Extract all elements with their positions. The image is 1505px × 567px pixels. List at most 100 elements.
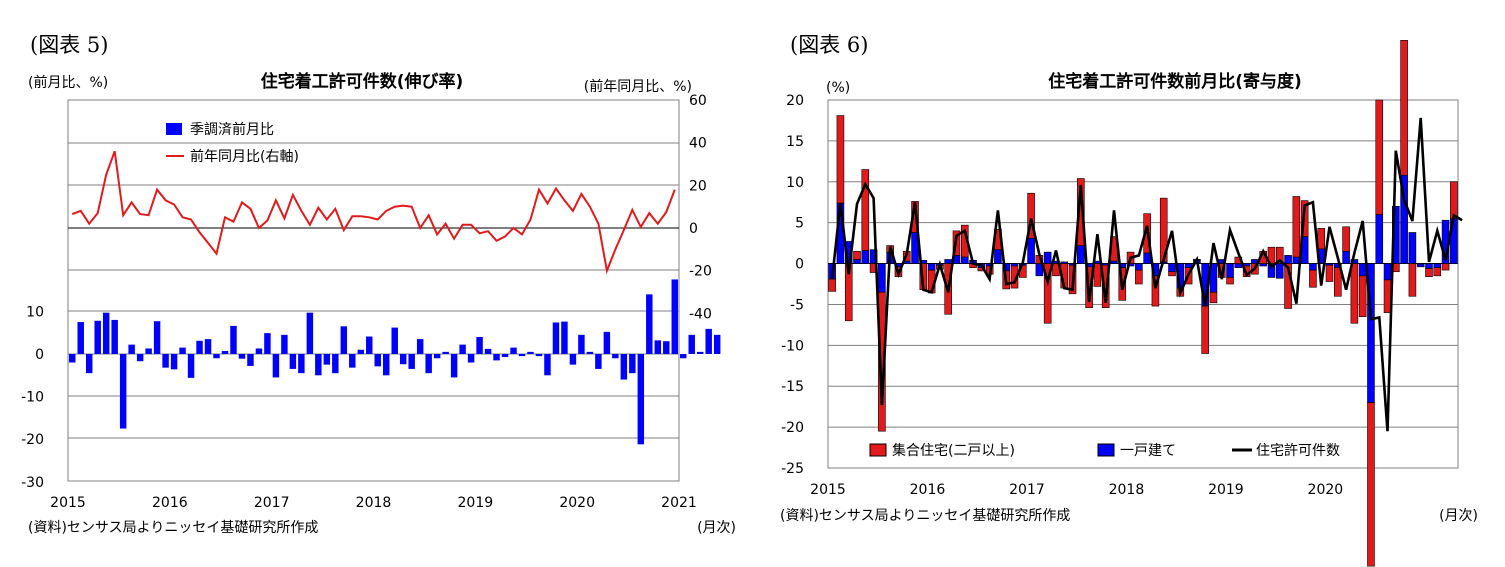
right-bar-multifamily xyxy=(861,169,870,251)
right-bar-singlefamily xyxy=(1259,263,1267,267)
left-bar xyxy=(230,325,237,354)
right-bar-singlefamily xyxy=(861,250,870,264)
left-bar xyxy=(680,354,687,359)
left-bar xyxy=(153,321,161,354)
x-axis-tick-label: 2018 xyxy=(356,495,392,511)
right-bar-singlefamily xyxy=(1375,214,1384,264)
left-bar xyxy=(705,328,712,354)
right-bar-multifamily xyxy=(1077,178,1085,246)
x-axis-tick-label: 2015 xyxy=(50,495,86,511)
right-bar-multifamily xyxy=(1367,402,1375,567)
left-axis-tick-label: 10 xyxy=(26,304,44,320)
left-bar xyxy=(213,354,220,359)
right-bar-singlefamily xyxy=(1425,263,1433,269)
right-axis-tick-label: -40 xyxy=(689,306,712,322)
left-bar xyxy=(569,354,577,365)
left-legend: 季調済前月比 前年同月比(右軸) xyxy=(166,121,299,165)
left-bar xyxy=(535,354,543,357)
left-bar xyxy=(459,344,466,354)
left-bar xyxy=(323,354,331,365)
left-bar xyxy=(501,354,509,357)
left-bar xyxy=(136,354,144,362)
right-y-tick-label: -25 xyxy=(781,461,804,477)
right-bar-multifamily xyxy=(1209,291,1218,304)
right-y-tick-label: 15 xyxy=(786,134,804,150)
left-bar xyxy=(179,347,186,354)
left-bar xyxy=(450,354,458,378)
left-bar xyxy=(552,322,560,354)
left-bar xyxy=(408,354,415,369)
legend-swatch-multifamily xyxy=(869,443,887,457)
right-x-tick-label: 2015 xyxy=(810,482,846,498)
legend-label-singlefamily: 一戸建て xyxy=(1120,443,1176,459)
right-y-tick-label: 20 xyxy=(786,93,804,109)
left-bar xyxy=(69,354,76,363)
right-bar-multifamily xyxy=(1425,268,1433,277)
right-bar-singlefamily xyxy=(1184,263,1193,268)
left-bar xyxy=(102,312,110,354)
left-bar xyxy=(467,354,475,363)
left-bar xyxy=(111,319,118,354)
left-bar xyxy=(476,336,483,354)
left-bar xyxy=(442,351,449,354)
left-bar xyxy=(85,354,93,374)
legend-label-line: 前年同月比(右軸) xyxy=(190,148,299,165)
left-bar xyxy=(366,336,373,354)
right-bar-multifamily xyxy=(1027,192,1035,239)
left-yoy-line xyxy=(71,150,676,275)
right-bar-multifamily xyxy=(1342,226,1350,252)
right-x-tick-label: 2017 xyxy=(1009,482,1045,498)
right-bar-singlefamily xyxy=(1226,263,1234,278)
left-bar xyxy=(187,354,195,378)
left-bar xyxy=(196,340,203,354)
left-bar xyxy=(119,354,127,429)
x-axis-tick-label: 2017 xyxy=(254,495,290,511)
left-axis-tick-label: 0 xyxy=(35,347,44,363)
left-axis-unit: (前月比、%) xyxy=(28,74,108,91)
left-axis-tick-label: -20 xyxy=(21,432,44,448)
left-bar xyxy=(399,354,407,365)
right-bar-singlefamily xyxy=(878,263,886,293)
right-bar-singlefamily xyxy=(1408,232,1417,264)
left-bar xyxy=(94,320,101,354)
left-bar xyxy=(374,354,381,367)
left-bar xyxy=(255,348,263,354)
right-bar-multifamily xyxy=(1168,271,1176,277)
left-bar xyxy=(298,354,305,374)
right-bar-multifamily xyxy=(1093,263,1102,287)
left-bar xyxy=(383,354,390,376)
right-bar-multifamily xyxy=(1151,275,1160,307)
left-bar xyxy=(349,354,356,368)
right-bar-multifamily xyxy=(1135,269,1143,285)
left-line-layer xyxy=(71,150,676,275)
right-x-tick-label: 2018 xyxy=(1109,482,1145,498)
right-bar-singlefamily xyxy=(1309,263,1317,271)
left-bar xyxy=(128,344,135,354)
left-bar xyxy=(586,351,594,354)
x-axis-tick-label: 2021 xyxy=(661,495,697,511)
right-y-tick-label: 10 xyxy=(786,175,804,191)
left-month-label: (月次) xyxy=(697,520,736,536)
right-bar-singlefamily xyxy=(1143,252,1151,264)
right-legend: 集合住宅(二戸以上) 一戸建て 住宅許可件数 xyxy=(869,442,1340,459)
left-bar xyxy=(332,354,339,374)
right-bar-multifamily xyxy=(828,278,836,292)
left-bar xyxy=(264,333,271,354)
right-bar-singlefamily xyxy=(960,256,969,264)
right-y-tick-label: 5 xyxy=(795,216,804,232)
legend-swatch-singlefamily xyxy=(1097,443,1115,457)
right-bar-multifamily xyxy=(1267,246,1276,264)
right-bar-singlefamily xyxy=(944,259,952,264)
right-x-tick-label: 2016 xyxy=(910,482,946,498)
right-bar-multifamily xyxy=(1043,263,1052,324)
right-bar-singlefamily xyxy=(853,259,861,264)
right-bar-multifamily xyxy=(1433,267,1442,277)
right-bar-singlefamily xyxy=(1110,260,1118,264)
left-bar xyxy=(518,354,526,357)
right-axis-tick-label: 60 xyxy=(689,93,707,109)
left-bar xyxy=(77,322,84,354)
right-bar-singlefamily xyxy=(927,263,936,271)
left-bar xyxy=(688,334,695,354)
left-bar xyxy=(646,294,653,354)
right-bar-singlefamily xyxy=(1342,250,1350,264)
